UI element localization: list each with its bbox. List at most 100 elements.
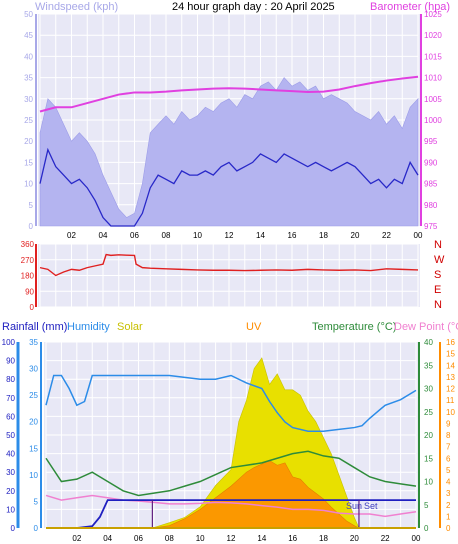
barometer-line	[39, 75, 419, 113]
windspeed-tick-label: 0	[29, 222, 34, 231]
time-tick-label: 08	[165, 534, 174, 543]
windspeed-tick-label: 45	[24, 31, 33, 40]
solar-area	[152, 357, 360, 529]
time-tick-label: 02	[67, 231, 76, 240]
barometer-tick-label: 1020	[424, 31, 442, 40]
time-tick-label: 06	[130, 231, 139, 240]
temperature-tick-label: 25	[424, 408, 433, 417]
time-tick-label: 16	[288, 534, 297, 543]
barometer-tick-label: 1005	[424, 95, 442, 104]
rainfall-axis-label: Rainfall (mm)	[2, 321, 67, 333]
barometer-tick-label: 1000	[424, 116, 442, 125]
dewpoint-tick-label: 14	[446, 361, 455, 370]
windspeed-axis-label: Windspeed (kph)	[35, 1, 118, 13]
compass-label: E	[434, 284, 441, 296]
dewpoint-axis-label: Dew Point (°C)	[394, 321, 458, 333]
dewpoint-tick-label: 8	[446, 431, 451, 440]
rainfall-tick-label: 70	[6, 394, 15, 403]
temperature-tick-label: 0	[424, 524, 429, 533]
barometer-tick-label: 985	[424, 180, 438, 189]
rainfall-tick-label: 80	[6, 375, 15, 384]
dewpoint-tick-label: 9	[446, 419, 451, 428]
compass-label: N	[434, 299, 442, 311]
time-tick-label: 10	[196, 534, 205, 543]
direction-tick-label: 270	[21, 256, 35, 265]
rainfall-tick-label: 0	[11, 524, 16, 533]
page-title: 24 hour graph day : 20 April 2025	[172, 1, 335, 13]
time-tick-label: 10	[193, 231, 202, 240]
barometer-tick-label: 995	[424, 137, 438, 146]
temperature-line	[45, 450, 417, 497]
rainfall-tick-label: 40	[6, 450, 15, 459]
humidity-tick-label: 10	[29, 471, 38, 480]
direction-tick-label: 0	[30, 303, 35, 312]
time-tick-label: 20	[350, 534, 359, 543]
dewpoint-tick-label: 11	[446, 396, 455, 405]
time-tick-label: 00	[412, 534, 421, 543]
time-tick-label: 04	[103, 534, 112, 543]
humidity-tick-label: 0	[34, 524, 39, 533]
barometer-tick-label: 1025	[424, 10, 442, 19]
wind-gust-area	[39, 77, 419, 227]
time-tick-label: 22	[382, 231, 391, 240]
dewpoint-tick-label: 0	[446, 524, 451, 533]
temperature-tick-label: 30	[424, 385, 433, 394]
time-tick-label: 04	[99, 231, 108, 240]
time-tick-label: 22	[381, 534, 390, 543]
humidity-line	[45, 374, 417, 433]
time-tick-label: 00	[414, 231, 423, 240]
dewpoint-line	[45, 494, 417, 518]
barometer-tick-label: 975	[424, 222, 438, 231]
windspeed-tick-label: 5	[29, 201, 34, 210]
rainfall-line	[46, 499, 416, 529]
direction-tick-label: 180	[21, 272, 35, 281]
rainfall-tick-label: 30	[6, 468, 15, 477]
barometer-tick-label: 1010	[424, 74, 442, 83]
barometer-axis-label: Barometer (hpa)	[370, 1, 450, 13]
temperature-tick-label: 35	[424, 361, 433, 370]
rainfall-tick-label: 50	[6, 431, 15, 440]
time-tick-label: 12	[225, 231, 234, 240]
time-tick-label: 14	[256, 231, 265, 240]
time-tick-label: 02	[72, 534, 81, 543]
humidity-tick-label: 35	[29, 338, 38, 347]
dewpoint-tick-label: 12	[446, 385, 455, 394]
windspeed-tick-label: 15	[24, 158, 33, 167]
uv-axis-label: UV	[246, 321, 262, 333]
dewpoint-tick-label: 6	[446, 454, 451, 463]
sunset-label: Set	[364, 501, 378, 511]
barometer-tick-label: 1015	[424, 52, 442, 61]
humidity-axis-label: Humidity	[67, 321, 110, 333]
rainfall-tick-label: 10	[6, 505, 15, 514]
dewpoint-tick-label: 4	[446, 478, 451, 487]
temperature-tick-label: 5	[424, 501, 429, 510]
humidity-tick-label: 5	[34, 497, 39, 506]
time-tick-label: 12	[227, 534, 236, 543]
solar-axis-label: Solar	[117, 321, 143, 333]
time-tick-label: 08	[162, 231, 171, 240]
direction-tick-label: 90	[25, 287, 34, 296]
direction-tick-label: 360	[21, 240, 35, 249]
windspeed-tick-label: 10	[24, 180, 33, 189]
humidity-tick-label: 25	[29, 391, 38, 400]
dewpoint-tick-label: 3	[446, 489, 451, 498]
windspeed-tick-label: 35	[24, 74, 33, 83]
temperature-tick-label: 40	[424, 338, 433, 347]
dewpoint-tick-label: 1	[446, 512, 451, 521]
humidity-tick-label: 30	[29, 365, 38, 374]
rainfall-tick-label: 20	[6, 487, 15, 496]
windspeed-tick-label: 25	[24, 116, 33, 125]
time-tick-label: 14	[257, 534, 266, 543]
dewpoint-tick-label: 16	[446, 338, 455, 347]
time-tick-label: 06	[134, 534, 143, 543]
rainfall-tick-label: 90	[6, 357, 15, 366]
time-tick-label: 20	[351, 231, 360, 240]
wind-average-line	[39, 147, 419, 227]
rainfall-tick-label: 100	[2, 338, 16, 347]
barometer-tick-label: 980	[424, 201, 438, 210]
time-tick-label: 18	[319, 231, 328, 240]
wind-direction-line	[39, 253, 419, 277]
barometer-tick-label: 990	[424, 158, 438, 167]
compass-label: N	[434, 239, 442, 251]
